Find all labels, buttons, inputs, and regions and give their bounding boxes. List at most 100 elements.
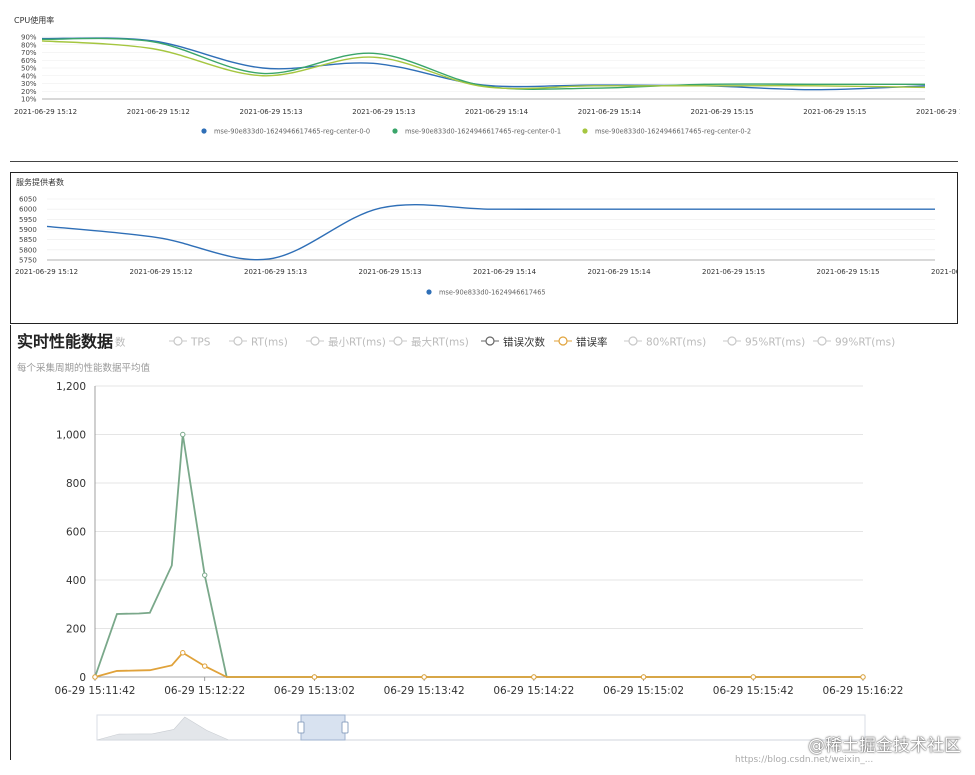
data-point <box>180 431 186 438</box>
x-tick-label: 2021-06-29 15:13 <box>244 268 307 276</box>
legend-label: mse-90e833d0-1624946617465-reg-center-0-… <box>405 128 561 136</box>
series-line <box>94 651 863 678</box>
y-tick-label: 5750 <box>19 257 37 265</box>
y-tick-label: 5800 <box>19 246 37 254</box>
legend-marker <box>393 336 403 346</box>
legend-label: mse-90e833d0-1624946617465-reg-center-0-… <box>214 128 370 136</box>
series-line <box>41 37 925 90</box>
divider <box>10 161 958 162</box>
data-point <box>202 572 208 578</box>
x-tick-label: 06-29 15:14:22 <box>493 685 574 697</box>
y-tick-label: 10% <box>21 96 37 104</box>
series-line <box>46 204 935 261</box>
legend-label: TPS <box>190 337 211 349</box>
legend-marker <box>817 336 827 346</box>
x-tick-label: 2021-06-29 15:14 <box>473 268 537 276</box>
y-tick-label: 6000 <box>19 206 37 214</box>
legend-marker <box>485 336 495 346</box>
data-point <box>860 674 866 680</box>
legend-marker <box>727 336 737 346</box>
data-point <box>421 674 427 680</box>
data-point <box>180 650 186 656</box>
cpu-usage-chart: CPU使用率 90%80%70%60%50%40%30%20%10% 2021-06… <box>14 15 975 136</box>
realtime-performance-panel: 调用总次数TPSRT(ms)最小RT(ms)最大RT(ms)错误次数错误率80%… <box>10 325 959 760</box>
zoom-handle-left <box>297 721 305 734</box>
y-tick-label: 1,000 <box>56 430 86 442</box>
data-point <box>531 674 537 680</box>
zoom-track <box>96 714 866 741</box>
chart-title: 服务提供者数 <box>16 177 64 187</box>
cpu-usage-panel: CPU使用率 90% 80% 70% 60% 50% 40% 30% 20% 10% 2021-06… <box>0 0 975 155</box>
x-tick-label: 2021-06-29 15:13 <box>240 108 303 116</box>
data-point <box>202 663 208 669</box>
x-tick-label: 2021-06-29 15:14 <box>588 268 652 276</box>
x-tick-label: 06-29 15:13:02 <box>274 685 355 697</box>
legend-label: mse-90e833d0-1624946617465-reg-center-0-… <box>595 128 751 136</box>
legend-label: 错误次数 <box>503 336 545 349</box>
y-tick-label: 400 <box>66 575 86 587</box>
x-tick-label: 2021-06-29 15:13 <box>359 268 422 276</box>
legend-marker <box>201 128 207 134</box>
y-tick-label: 200 <box>66 624 86 636</box>
x-tick-label: 2021-06-29 15:16 <box>916 108 960 116</box>
x-tick-label: 06-29 15:12:22 <box>164 685 245 697</box>
x-tick-label: 2021-06-29 15:12 <box>127 108 190 116</box>
legend-marker <box>173 336 183 346</box>
x-tick-label: 2021-06-29 15:13 <box>352 108 415 116</box>
legend-marker <box>233 336 243 346</box>
chart-title: CPU使用率 <box>14 15 54 25</box>
legend-label: 最小RT(ms) <box>328 337 386 349</box>
y-tick-label: 800 <box>66 478 86 490</box>
x-tick-label: 2021-06-29 15:16 <box>931 268 957 276</box>
x-tick-label: 2021-06-29 15:15 <box>691 108 754 116</box>
series-line <box>41 40 926 90</box>
data-point <box>750 674 756 680</box>
x-tick-label: 2021-06-29 15:12 <box>15 268 78 276</box>
legend-label: 99%RT(ms) <box>835 337 895 349</box>
legend-label: 最大RT(ms) <box>411 336 469 349</box>
watermark-url-text: https://blog.csdn.net/weixin_... <box>735 755 874 765</box>
x-tick-label: 06-29 15:16:22 <box>822 685 903 697</box>
y-tick-label: 600 <box>66 527 86 539</box>
series-line <box>94 434 863 678</box>
x-tick-label: 2021-06-29 15:14 <box>465 108 529 116</box>
y-tick-label: 50% <box>21 65 37 73</box>
x-tick-label: 2021-06-29 15:15 <box>702 268 765 276</box>
y-tick-label: 70% <box>21 49 37 57</box>
legend-label: 错误率 <box>576 336 608 349</box>
watermark-text: @稀土掘金技术社区 <box>808 736 961 756</box>
legend-marker <box>582 128 588 134</box>
x-tick-label: 2021-06-29 15:12 <box>130 268 193 276</box>
legend-marker <box>628 336 638 346</box>
x-tick-label: 2021-06-29 15:12 <box>14 108 77 116</box>
y-tick-label: 40% <box>21 72 37 80</box>
y-tick-label: 5850 <box>19 236 37 244</box>
x-tick-label: 2021-06-29 15:15 <box>817 268 880 276</box>
legend-marker <box>310 336 320 346</box>
provider-count-chart: 服务提供者数 6050 6000 5950 5900 5850 5800 5750 2021-0… <box>15 177 975 297</box>
y-tick-label: 1,200 <box>56 381 86 393</box>
y-tick-label: 6050 <box>19 196 37 204</box>
realtime-performance-chart: 调用总次数TPSRT(ms)最小RT(ms)最大RT(ms)错误次数错误率80%… <box>11 329 904 741</box>
legend-label: 95%RT(ms) <box>745 337 805 349</box>
y-tick-label: 5950 <box>19 216 37 224</box>
x-tick-label: 06-29 15:11:42 <box>54 685 135 697</box>
y-tick-label: 60% <box>21 57 37 65</box>
data-point <box>92 674 98 680</box>
x-tick-label: 06-29 15:13:42 <box>384 685 465 697</box>
y-tick-label: 5900 <box>19 226 37 234</box>
y-tick-label: 90% <box>21 34 37 42</box>
watermark: @稀土掘金技术社区 <box>808 731 961 756</box>
legend-label: RT(ms) <box>251 337 288 349</box>
watermark-url: https://blog.csdn.net/weixin_... <box>735 755 873 765</box>
provider-count-panel: 服务提供者数 6050 6000 5950 5900 5850 5800 5750 2021-0… <box>10 172 975 324</box>
legend-label: 80%RT(ms) <box>646 337 706 349</box>
title-background <box>11 329 115 351</box>
data-point <box>311 674 318 680</box>
series-line <box>41 37 926 91</box>
y-tick-label: 20% <box>21 88 37 96</box>
x-tick-label: 2021-06-29 15:14 <box>578 108 642 116</box>
legend-marker <box>558 336 568 346</box>
data-point <box>640 674 647 680</box>
y-tick-label: 30% <box>21 80 37 88</box>
